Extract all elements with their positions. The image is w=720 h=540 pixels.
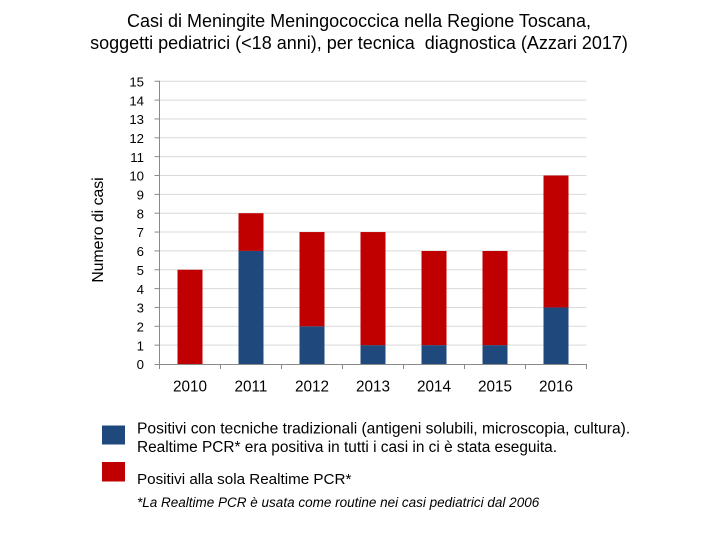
svg-text:Realtime PCR* era positiva in: Realtime PCR* era positiva in tutti i ca… [137,439,557,456]
svg-text:7: 7 [137,225,144,240]
svg-text:2011: 2011 [235,379,268,396]
svg-text:2: 2 [137,319,144,334]
svg-text:5: 5 [137,263,144,278]
svg-text:10: 10 [129,169,144,184]
svg-text:4: 4 [137,282,144,297]
svg-text:2013: 2013 [356,379,390,396]
svg-text:3: 3 [137,301,144,316]
svg-text:2012: 2012 [295,379,329,396]
svg-text:15: 15 [129,74,144,89]
svg-text:6: 6 [137,244,144,259]
svg-text:8: 8 [137,206,144,221]
svg-text:0: 0 [137,357,144,372]
svg-text:14: 14 [129,93,144,108]
svg-text:2010: 2010 [173,379,207,396]
svg-text:13: 13 [129,112,144,127]
svg-text:9: 9 [137,188,144,203]
svg-text:11: 11 [130,150,144,165]
svg-text:2015: 2015 [478,379,512,396]
svg-text:Numero di casi: Numero di casi [90,177,107,282]
svg-text:2014: 2014 [417,379,452,396]
svg-text:Casi di Meningite Meningococci: Casi di Meningite Meningococcica nella R… [127,11,591,31]
svg-text:2016: 2016 [539,379,573,396]
svg-text:Positivi alla sola Realtime PC: Positivi alla sola Realtime PCR* [137,471,351,488]
svg-text:soggetti pediatrici (<18 anni): soggetti pediatrici (<18 anni), per tecn… [90,33,628,53]
svg-text:12: 12 [129,131,144,146]
svg-text:Positivi con tecniche tradizio: Positivi con tecniche tradizionali (anti… [137,421,630,438]
svg-text:1: 1 [137,338,144,353]
svg-text:*La Realtime PCR è usata come: *La Realtime PCR è usata come routine ne… [137,495,540,510]
